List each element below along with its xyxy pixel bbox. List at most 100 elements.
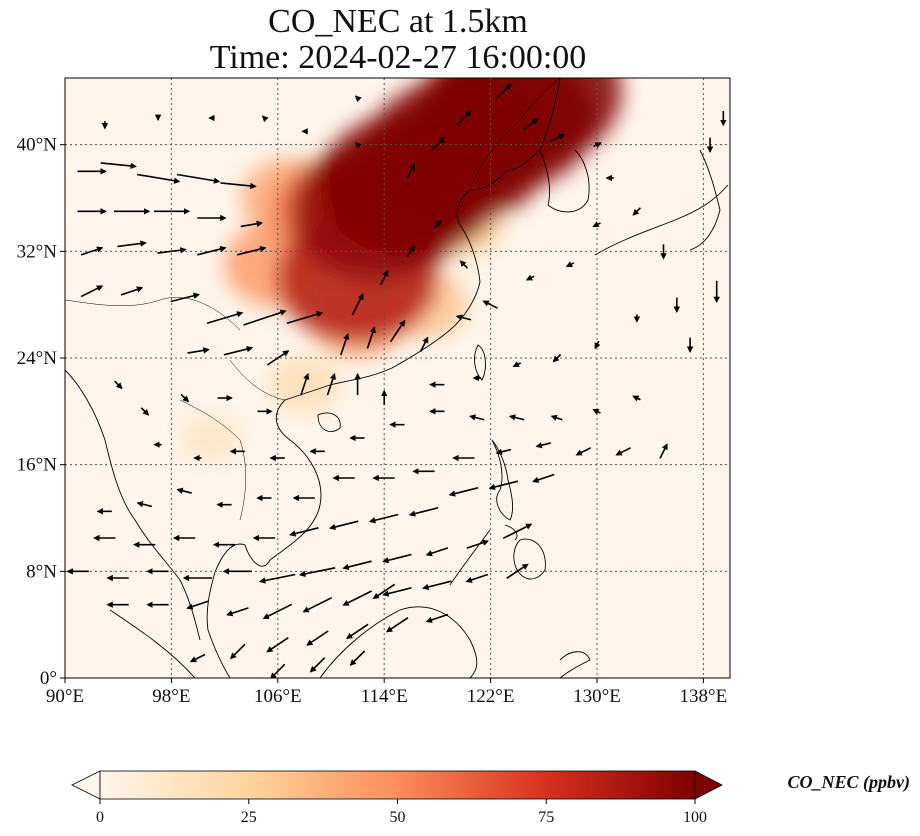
wind-arrow bbox=[512, 361, 522, 368]
coastline-korea bbox=[539, 149, 590, 213]
wind-arrow bbox=[459, 260, 469, 269]
colorbar-tick-label: 0 bbox=[96, 809, 104, 826]
wind-arrow bbox=[592, 408, 601, 415]
y-tick-label: 8°N bbox=[26, 561, 57, 582]
wind-arrow bbox=[206, 311, 244, 325]
wind-arrow bbox=[176, 487, 192, 494]
wind-arrow bbox=[223, 345, 254, 356]
wind-arrow bbox=[429, 136, 446, 153]
wind-arrow bbox=[422, 580, 452, 591]
colorbar-ticks: 0 25 50 75 100 bbox=[96, 799, 707, 826]
wind-arrow bbox=[366, 326, 376, 349]
wind-arrow bbox=[525, 274, 535, 281]
wind-arrow bbox=[465, 573, 489, 583]
y-tick-label: 24°N bbox=[17, 348, 58, 369]
colorbar-gradient bbox=[99, 770, 696, 800]
border-lines bbox=[65, 78, 561, 521]
wind-arrow bbox=[456, 110, 472, 126]
wind-arrow bbox=[100, 162, 137, 170]
wind-arrow bbox=[120, 286, 144, 296]
wind-arrow bbox=[306, 630, 329, 646]
wind-arrow bbox=[326, 372, 336, 396]
wind-arrow bbox=[240, 220, 263, 228]
colorbar-tick-label: 25 bbox=[241, 809, 257, 826]
concentration-plume bbox=[439, 78, 622, 165]
wind-arrow bbox=[342, 560, 372, 571]
wind-arrow bbox=[506, 563, 529, 579]
wind-arrow bbox=[382, 587, 412, 597]
wind-arrow bbox=[262, 603, 293, 620]
wind-arrow bbox=[80, 246, 104, 256]
wind-arrow bbox=[389, 319, 406, 343]
x-tick-label: 106°E bbox=[254, 686, 302, 707]
wind-arrow bbox=[659, 443, 668, 459]
colorbar-label: CO_NEC (ppbv) bbox=[788, 772, 911, 793]
wind-arrow bbox=[114, 380, 123, 390]
wind-arrow bbox=[266, 350, 290, 366]
wind-arrow bbox=[346, 623, 369, 640]
wind-arrow bbox=[593, 142, 602, 149]
wind-arrow bbox=[269, 663, 286, 678]
wind-arrow bbox=[349, 650, 366, 666]
wind-arrow bbox=[502, 523, 533, 540]
wind-arrow bbox=[197, 245, 227, 256]
wind-arrow bbox=[176, 173, 221, 184]
coastline-myanmar bbox=[65, 369, 201, 641]
x-tick-label: 122°E bbox=[467, 686, 515, 707]
colorbar-tick-label: 50 bbox=[390, 809, 406, 826]
wind-arrow bbox=[261, 115, 269, 123]
wind-arrow bbox=[354, 95, 362, 103]
wind-arrow bbox=[406, 245, 416, 258]
wind-arrow bbox=[408, 507, 439, 517]
wind-arrow bbox=[351, 293, 364, 316]
wind-arrow bbox=[469, 414, 485, 421]
wind-arrow bbox=[237, 245, 267, 256]
latitude-tick-labels: 0° 8°N 16°N 24°N 32°N 40°N bbox=[17, 135, 65, 689]
wind-arrow bbox=[340, 332, 350, 356]
wind-arrow bbox=[243, 309, 287, 326]
wind-arrow bbox=[379, 269, 389, 286]
coastline-borneo bbox=[319, 606, 478, 678]
wind-arrow bbox=[406, 163, 416, 179]
wind-arrow bbox=[186, 600, 209, 610]
coastline-japan bbox=[594, 149, 729, 256]
map-frame bbox=[64, 77, 731, 679]
wind-arrow bbox=[455, 314, 472, 321]
coastline-taiwan bbox=[474, 344, 486, 381]
colorbar-tick-label: 75 bbox=[538, 809, 554, 826]
wind-arrow bbox=[496, 83, 512, 99]
wind-arrow bbox=[523, 118, 539, 131]
wind-arrow bbox=[354, 142, 362, 149]
wind-arrow bbox=[140, 407, 150, 416]
wind-arrow bbox=[433, 220, 442, 229]
wind-arrow bbox=[565, 261, 575, 268]
wind-arrow bbox=[117, 240, 147, 248]
wind-arrow bbox=[189, 653, 206, 663]
wind-arrow bbox=[535, 442, 551, 449]
wind-arrow bbox=[259, 573, 296, 584]
wind-arrow bbox=[385, 617, 409, 633]
wind-arrow bbox=[495, 448, 512, 455]
wind-arrow bbox=[448, 487, 479, 497]
x-tick-label: 138°E bbox=[680, 686, 728, 707]
wind-arrow bbox=[594, 340, 601, 350]
y-tick-label: 16°N bbox=[17, 455, 58, 476]
wind-arrow bbox=[136, 501, 152, 508]
co-concentration-field bbox=[180, 78, 622, 463]
wind-arrow bbox=[226, 607, 249, 617]
longitude-tick-labels: 90°E 98°E 106°E 114°E 122°E 130°E 138°E bbox=[46, 678, 727, 707]
wind-arrow bbox=[170, 292, 200, 303]
wind-arrow bbox=[309, 657, 326, 673]
wind-arrow bbox=[180, 393, 190, 403]
wind-arrow bbox=[615, 447, 631, 456]
wind-arrow bbox=[229, 643, 246, 660]
wind-arrow bbox=[187, 347, 210, 354]
wind-arrow bbox=[220, 182, 257, 190]
wind-arrow bbox=[368, 513, 399, 524]
wind-arrow bbox=[289, 527, 319, 537]
wind-arrow bbox=[632, 395, 641, 402]
wind-arrow bbox=[80, 285, 104, 298]
x-tick-label: 130°E bbox=[573, 686, 621, 707]
wind-arrow bbox=[632, 207, 641, 216]
colorbar: 0 25 50 75 100 CO_NEC (ppbv) bbox=[71, 770, 911, 826]
